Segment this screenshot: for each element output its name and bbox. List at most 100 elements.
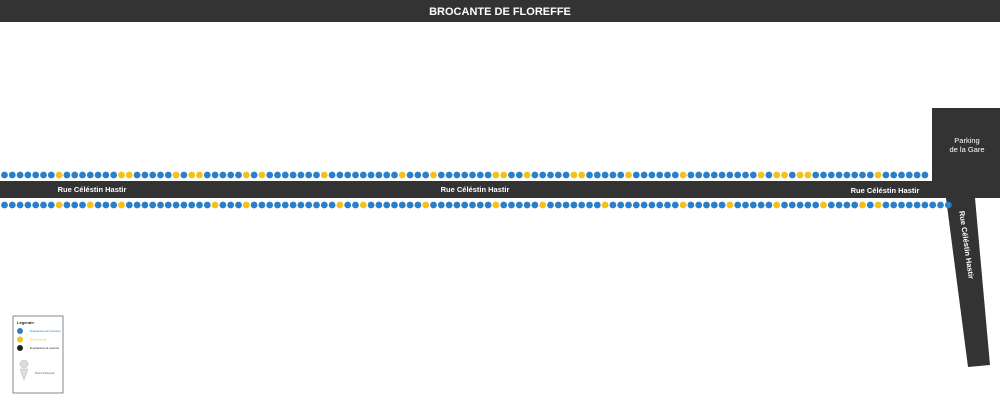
stand-spot: [86, 171, 94, 179]
stand-spot: [547, 201, 554, 209]
stand-spot: [118, 171, 125, 179]
street-label: Rue Céléstin Hastir: [58, 185, 127, 194]
legend-swatch: [17, 345, 23, 351]
stand-spot: [430, 171, 437, 179]
stand-spot: [445, 201, 453, 209]
stand-spot: [508, 171, 515, 179]
stand-spot: [804, 171, 812, 179]
stand-spot: [710, 201, 718, 209]
stand-spot: [422, 171, 430, 179]
stand-spot: [648, 171, 656, 179]
stand-spot: [562, 171, 570, 179]
stand-spot: [781, 201, 788, 209]
stand-spot: [664, 201, 671, 209]
stand-spot: [219, 171, 227, 179]
stand-spot: [554, 201, 562, 209]
stand-spot: [157, 171, 164, 179]
stand-spot: [1, 171, 8, 179]
stand-spot: [679, 201, 687, 209]
stand-spot: [453, 171, 461, 179]
stand-spot: [913, 171, 921, 179]
stand-spot: [55, 201, 63, 209]
stand-spot: [905, 171, 913, 179]
stand-spot: [352, 171, 359, 179]
stand-spot: [219, 201, 227, 209]
parking-label: de la Gare: [949, 145, 984, 154]
stand-spot: [656, 171, 664, 179]
stand-spot: [437, 171, 445, 179]
legend-label: Point d'accueil: [35, 371, 55, 375]
stand-spot: [913, 201, 921, 209]
stand-spot: [687, 171, 695, 179]
stand-spot: [687, 201, 695, 209]
stand-spot: [110, 171, 118, 179]
stand-spot: [461, 171, 469, 179]
stand-spot: [110, 201, 118, 209]
stand-spot: [601, 171, 609, 179]
stand-spot: [593, 171, 601, 179]
header-bar: [0, 0, 1000, 22]
stand-spot: [874, 171, 882, 179]
stand-spot: [664, 171, 671, 179]
stand-spot: [469, 201, 476, 209]
stand-spot: [24, 201, 32, 209]
stand-spot: [905, 201, 913, 209]
stand-spot: [359, 201, 367, 209]
stand-spot: [79, 171, 86, 179]
stand-spot: [804, 201, 812, 209]
stand-spot: [344, 171, 352, 179]
stand-spot: [742, 201, 749, 209]
stand-spot: [570, 201, 578, 209]
stand-spot: [586, 201, 593, 209]
stand-spot: [625, 171, 632, 179]
stand-spot: [32, 201, 40, 209]
stand-spot: [250, 201, 258, 209]
stand-spot: [188, 201, 196, 209]
stand-spot: [710, 171, 718, 179]
stand-spot: [313, 201, 320, 209]
stand-spot: [180, 171, 188, 179]
stand-spot: [172, 171, 180, 179]
stand-spot: [531, 201, 539, 209]
stand-spot: [320, 201, 328, 209]
stand-spot: [523, 171, 531, 179]
stand-spot: [32, 171, 40, 179]
stand-spot: [944, 201, 952, 209]
stand-spot: [500, 201, 508, 209]
stand-spot: [305, 171, 313, 179]
legend-label: Emplacement réservé: [30, 346, 60, 350]
stand-spot: [274, 171, 281, 179]
stand-spot: [328, 171, 336, 179]
stand-spot: [149, 201, 157, 209]
stand-spot: [562, 201, 570, 209]
stand-spot: [835, 201, 843, 209]
stand-spot: [921, 201, 929, 209]
stand-spot: [515, 201, 523, 209]
stand-spot: [125, 201, 133, 209]
stand-spot: [375, 171, 383, 179]
stand-spot: [164, 171, 172, 179]
stand-spot: [773, 171, 781, 179]
stand-spot: [430, 201, 437, 209]
stand-spot: [359, 171, 367, 179]
stand-spot: [71, 201, 79, 209]
stand-spot: [820, 171, 827, 179]
stand-spot: [227, 171, 235, 179]
stand-spot: [929, 201, 937, 209]
stand-spot: [843, 201, 851, 209]
stand-spot: [679, 171, 687, 179]
stand-spot: [866, 201, 874, 209]
stand-spot: [898, 171, 905, 179]
stand-spot: [695, 201, 703, 209]
stand-spot: [24, 171, 32, 179]
stand-spot: [344, 201, 352, 209]
stand-spot: [235, 201, 242, 209]
stand-spot: [398, 201, 406, 209]
stand-spot: [211, 201, 219, 209]
street-label: Rue Céléstin Hastir: [441, 185, 510, 194]
stand-spot: [118, 201, 125, 209]
stand-spot: [383, 201, 391, 209]
stand-spot: [79, 201, 86, 209]
stand-spot: [820, 201, 827, 209]
stand-spot: [157, 201, 164, 209]
